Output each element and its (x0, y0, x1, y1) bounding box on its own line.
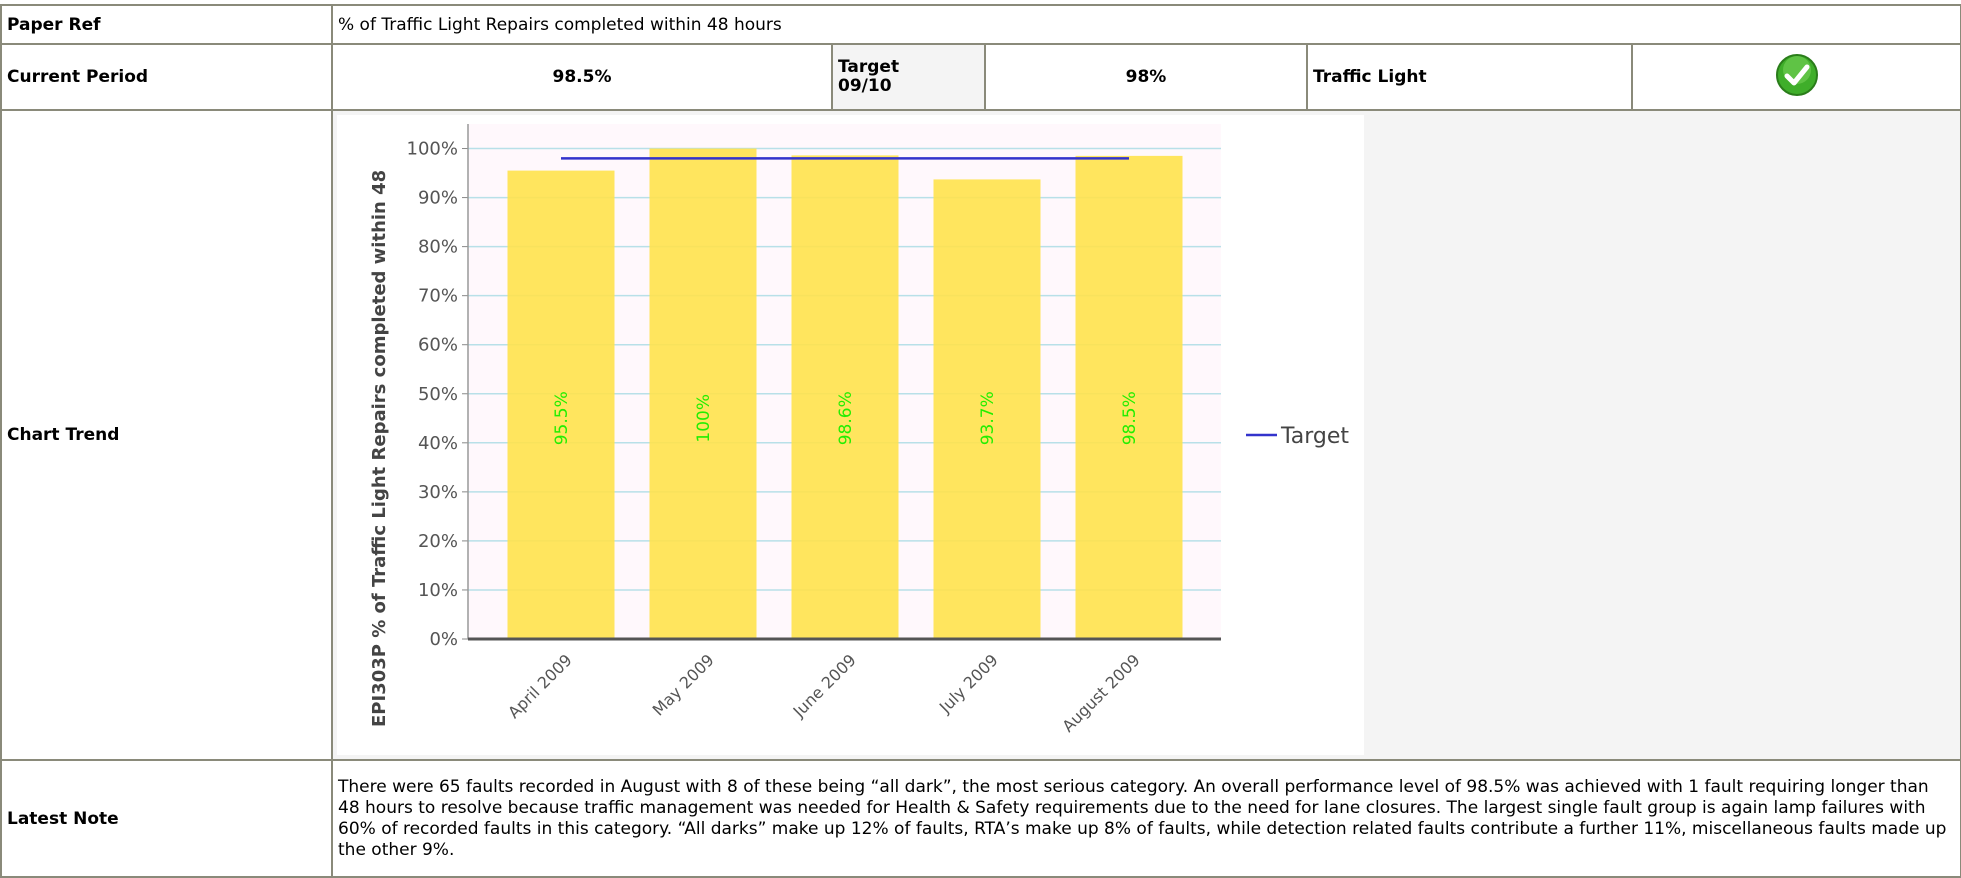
cell-icon (1630, 43, 1961, 111)
data-label: 95.5% (552, 391, 572, 445)
y-tick-label: 50% (418, 384, 458, 405)
note-text: There were 65 faults recorded in August … (330, 759, 1961, 878)
chart-cell: EPI303P % of Traffic Light Repairs compl… (330, 109, 1961, 761)
row: Paper Ref % of Traffic Light Repairs com… (0, 4, 1961, 45)
row: Latest Note There were 65 faults recorde… (0, 759, 1961, 878)
data-label: 100% (694, 394, 714, 443)
cell-value: 98.5% (331, 43, 833, 111)
cell-label: Paper Ref (0, 4, 333, 45)
bar (1075, 155, 1183, 639)
bar (933, 179, 1041, 639)
y-axis-title: EPI303P % of Traffic Light Repairs compl… (369, 170, 390, 727)
x-tick-label: April 2009 (504, 650, 576, 722)
bar (649, 148, 757, 639)
data-label: 98.5% (1120, 391, 1140, 445)
x-tick-label: August 2009 (1058, 650, 1143, 735)
y-tick-label: 10% (418, 580, 458, 601)
report-table: Paper Ref % of Traffic Light Repairs com… (0, 4, 1961, 878)
y-tick-label: 90% (418, 188, 458, 209)
y-tick-label: 60% (418, 335, 458, 356)
cell-label: Target 09/10 (831, 43, 986, 111)
y-tick-label: 100% (407, 139, 458, 160)
bar (507, 170, 615, 639)
row: Chart Trend EPI303P % of Traffic Light R… (0, 109, 1961, 761)
legend-label: Target (1280, 424, 1349, 449)
cell-label: Chart Trend (0, 109, 333, 761)
check-icon (1775, 53, 1818, 96)
data-label: 98.6% (836, 391, 856, 445)
cell-label: Traffic Light (1306, 43, 1633, 111)
y-tick-label: 70% (418, 286, 458, 307)
cell-value: % of Traffic Light Repairs completed wit… (330, 4, 1961, 45)
x-tick-label: May 2009 (649, 650, 718, 719)
y-tick-label: 0% (429, 629, 458, 650)
row: Current Period 98.5% Target 09/10 98% Tr… (0, 43, 1961, 111)
cell-label: Current Period (0, 43, 333, 111)
chart: EPI303P % of Traffic Light Repairs compl… (337, 115, 1364, 755)
y-tick-label: 40% (418, 433, 458, 454)
bar (791, 155, 899, 639)
cell-value: 98% (984, 43, 1308, 111)
cell-label: Latest Note (0, 759, 333, 878)
y-tick-label: 30% (418, 482, 458, 503)
y-tick-label: 80% (418, 237, 458, 258)
y-tick-label: 20% (418, 531, 458, 552)
data-label: 93.7% (978, 391, 998, 445)
x-tick-label: July 2009 (935, 650, 1002, 717)
x-tick-label: June 2009 (789, 650, 860, 721)
